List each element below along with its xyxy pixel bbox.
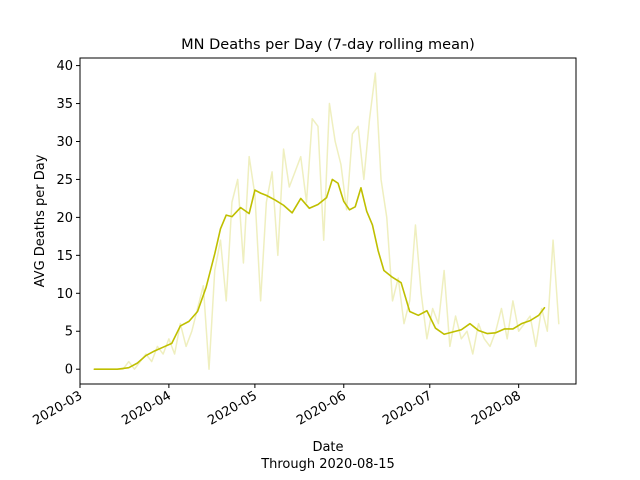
y-axis-label: AVG Deaths per Day	[33, 154, 48, 287]
plot-frame	[79, 57, 577, 385]
y-tick-label: 15	[56, 249, 73, 264]
chart-title: MN Deaths per Day (7-day rolling mean)	[181, 37, 475, 53]
rolling-mean-line	[93, 178, 546, 371]
y-tick-label: 35	[56, 97, 73, 112]
plot-area	[93, 72, 560, 371]
x-axis-label: Date	[312, 440, 343, 455]
y-tick-label: 5	[65, 325, 73, 340]
y-tick-label: 25	[56, 173, 73, 188]
y-tick-label: 20	[56, 211, 73, 226]
y-tick-label: 0	[65, 363, 73, 378]
y-tick-label: 10	[56, 287, 73, 302]
y-tick-label: 40	[56, 59, 73, 74]
x-axis-sublabel: Through 2020-08-15	[260, 457, 395, 472]
y-tick-label: 30	[56, 135, 73, 150]
y-axis: 0 5 10 15 20 25 30 35 40	[56, 59, 80, 378]
